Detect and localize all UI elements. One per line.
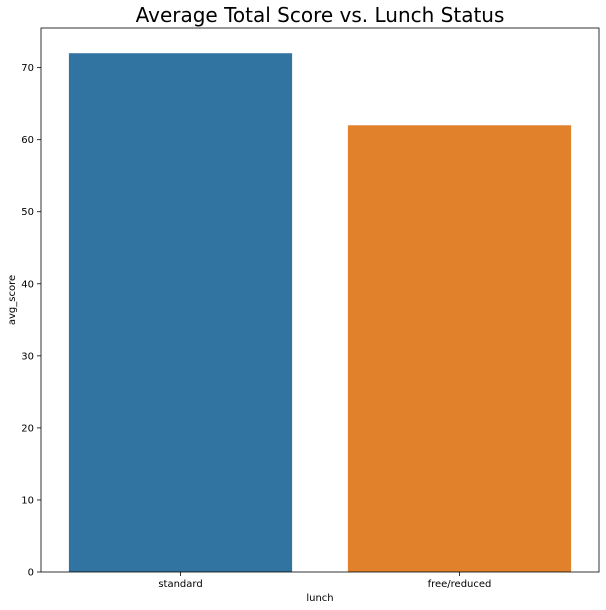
bar-standard [68, 53, 293, 572]
axes-frame [40, 27, 600, 573]
x-tick-label: free/reduced [428, 579, 492, 590]
y-tick-label: 20 [21, 423, 34, 434]
y-tick-label: 30 [21, 351, 34, 362]
y-tick-label: 70 [21, 63, 34, 74]
y-axis-label: avg_score [7, 275, 18, 325]
y-tick-label: 40 [21, 279, 34, 290]
x-axis-label: lunch [306, 593, 333, 604]
y-tick-label: 0 [28, 568, 34, 579]
y-tick-label: 60 [21, 135, 34, 146]
bar-free-reduced [347, 125, 572, 573]
plot-area: standard free/reduced 0 10 20 30 40 50 60 70 [21, 27, 600, 590]
y-tick-label: 50 [21, 207, 34, 218]
y-tick-label: 10 [21, 495, 34, 506]
chart-title: Average Total Score vs. Lunch Status [136, 3, 505, 27]
x-tick-label: standard [158, 579, 202, 590]
